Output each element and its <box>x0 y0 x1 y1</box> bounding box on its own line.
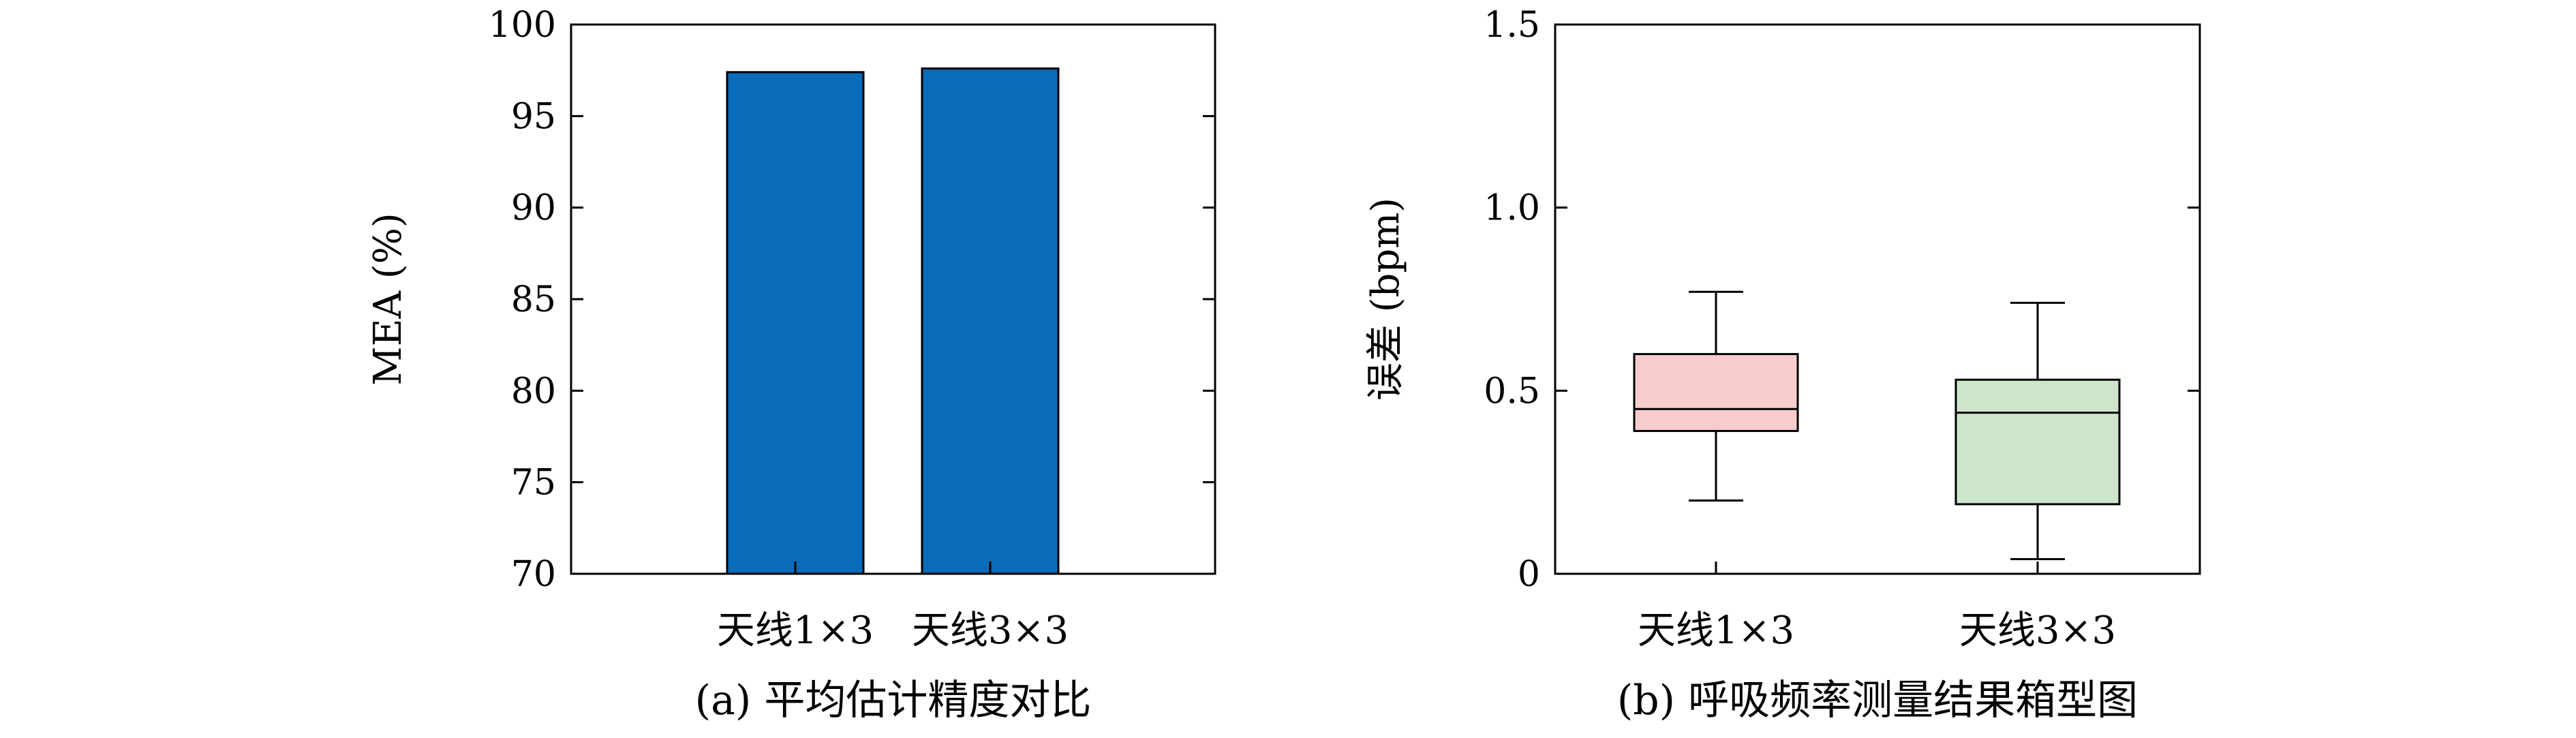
y-tick-label: 1.0 <box>1484 188 1540 229</box>
y-tick-label: 100 <box>489 5 556 46</box>
plot-frame <box>1554 23 2201 575</box>
y-tick-label: 75 <box>511 463 556 504</box>
panel-a-bar-chart: 70 75 80 85 90 95 100 天线1×3 天线3×3 MEA (%) (a) 平均估计… <box>366 5 1216 724</box>
y-tick-label: 90 <box>511 188 556 229</box>
box-1-iqr <box>1633 353 1799 432</box>
panel-caption: (b) 呼吸频率测量结果箱型图 <box>1617 677 2138 724</box>
y-tick-label: 95 <box>511 96 556 137</box>
y-axis-label: 误差 (bpm) <box>1364 198 1408 401</box>
panel-caption: (a) 平均估计精度对比 <box>695 677 1092 724</box>
y-tick-label: 80 <box>511 371 556 412</box>
box-2-iqr <box>1954 378 2121 506</box>
bar-1 <box>726 71 865 575</box>
x-tick-label: 天线3×3 <box>1959 609 2116 653</box>
y-tick-label: 70 <box>511 554 556 595</box>
bar-2 <box>921 67 1060 575</box>
x-tick-label: 天线1×3 <box>717 609 874 653</box>
y-tick-label: 1.5 <box>1484 5 1540 46</box>
plot-frame <box>570 23 1216 575</box>
y-tick-label: 0 <box>1518 554 1540 595</box>
y-tick-label: 0.5 <box>1484 371 1540 412</box>
x-tick-label: 天线1×3 <box>1638 609 1794 653</box>
panel-b-box-plot: 0 0.5 1.0 1.5 天线1×3 天线3×3 误差 (bpm) (b) 呼吸频率测量结果… <box>1364 5 2201 724</box>
y-tick-label: 85 <box>511 279 556 320</box>
x-tick-label: 天线3×3 <box>912 609 1069 653</box>
y-axis-label: MEA (%) <box>366 213 410 385</box>
